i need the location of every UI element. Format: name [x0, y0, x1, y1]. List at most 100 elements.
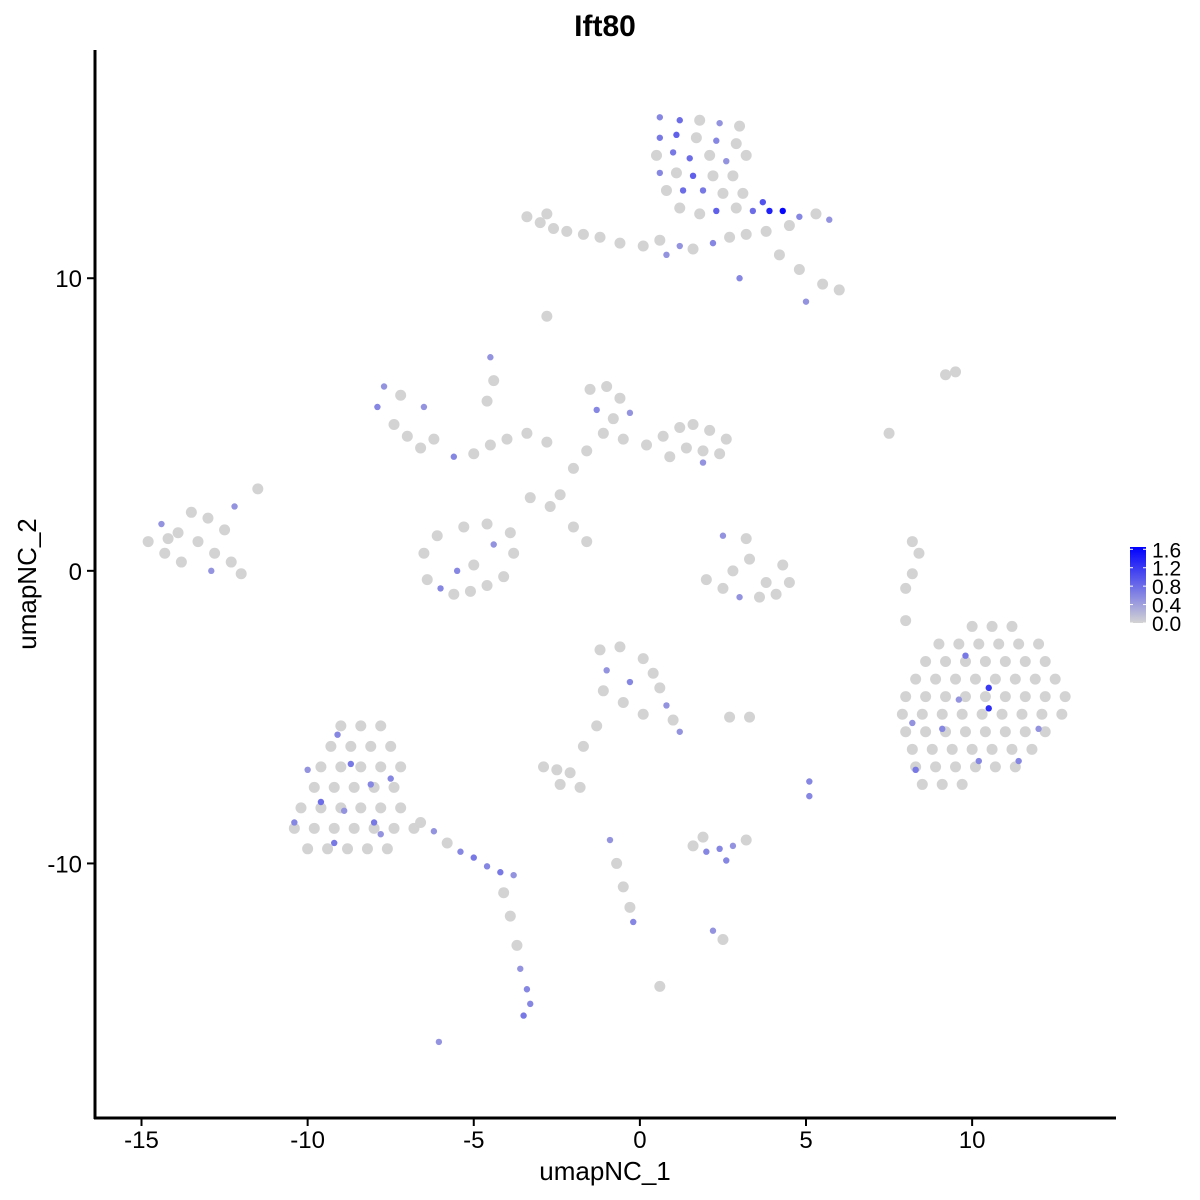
data-point — [481, 395, 493, 407]
data-point — [996, 708, 1008, 720]
data-point — [288, 822, 300, 834]
data-point — [979, 656, 991, 668]
data-point — [597, 685, 609, 697]
data-point — [208, 567, 215, 575]
data-point — [342, 843, 354, 855]
data-point — [304, 766, 311, 774]
data-point — [468, 559, 480, 571]
data-point — [368, 822, 380, 834]
data-point — [720, 433, 732, 445]
data-point — [729, 842, 737, 850]
x-tick-label: -10 — [290, 1127, 325, 1154]
y-tick-label: -10 — [47, 851, 82, 878]
data-point — [630, 918, 637, 926]
data-point — [626, 678, 634, 686]
data-point — [593, 406, 600, 414]
data-point — [976, 708, 988, 720]
data-point — [920, 691, 932, 703]
data-point — [308, 822, 320, 834]
data-point — [676, 728, 683, 735]
data-point — [162, 533, 174, 545]
data-point — [956, 778, 968, 790]
data-point — [415, 816, 427, 828]
data-point — [315, 802, 327, 814]
data-point — [723, 857, 730, 864]
data-point — [457, 848, 464, 855]
data-point — [959, 656, 971, 668]
data-point — [993, 638, 1005, 650]
data-point — [714, 448, 726, 460]
data-point — [175, 556, 187, 568]
data-point — [606, 836, 614, 844]
data-point — [508, 547, 520, 559]
data-point — [1039, 691, 1051, 703]
data-point — [985, 684, 992, 692]
data-point — [959, 726, 971, 738]
data-point — [723, 157, 730, 165]
data-point — [779, 207, 786, 215]
data-point — [348, 781, 360, 793]
data-point — [975, 757, 982, 765]
data-point — [581, 445, 593, 457]
data-point — [348, 822, 360, 834]
data-point — [561, 225, 573, 237]
data-point — [953, 638, 965, 650]
colorbar-label: 0.0 — [1152, 613, 1181, 636]
colorbar — [1130, 547, 1146, 623]
data-point — [614, 392, 626, 404]
data-point — [912, 766, 919, 774]
data-point — [415, 442, 427, 454]
data-point — [707, 170, 719, 182]
data-point — [697, 831, 709, 843]
data-point — [381, 843, 393, 855]
data-point — [345, 740, 357, 752]
data-point — [724, 711, 736, 723]
data-point — [1059, 691, 1071, 703]
colorbar-label: 0.8 — [1152, 576, 1181, 599]
data-point — [551, 764, 563, 776]
data-point — [219, 524, 231, 536]
data-point — [900, 691, 912, 703]
data-point — [355, 761, 367, 773]
data-point — [950, 761, 962, 773]
data-point — [159, 547, 171, 559]
data-point — [654, 234, 666, 246]
data-point — [498, 571, 510, 583]
data-point — [1006, 743, 1018, 755]
data-point — [793, 263, 805, 275]
data-point — [796, 213, 803, 220]
data-point — [577, 228, 589, 240]
data-point — [334, 731, 341, 738]
data-point — [664, 451, 676, 463]
data-point — [291, 819, 298, 826]
data-point — [637, 653, 649, 665]
data-point — [737, 187, 749, 199]
data-point — [1016, 708, 1028, 720]
chart-title: Ift80 — [574, 10, 636, 43]
data-point — [717, 582, 729, 594]
data-point — [340, 807, 348, 814]
data-point — [361, 843, 373, 855]
data-point — [736, 593, 743, 601]
data-point — [209, 547, 221, 559]
data-point — [517, 965, 524, 972]
data-point — [335, 761, 347, 773]
data-point — [1035, 725, 1042, 733]
data-point — [192, 536, 204, 548]
x-tick-label: 5 — [799, 1127, 812, 1154]
data-point — [760, 577, 772, 589]
data-point — [700, 574, 712, 586]
data-point — [962, 652, 969, 659]
data-point — [481, 518, 493, 530]
data-point — [1006, 620, 1018, 632]
data-point — [355, 802, 367, 814]
data-point — [395, 802, 407, 814]
data-point — [483, 863, 491, 870]
data-point — [999, 726, 1011, 738]
data-point — [806, 778, 813, 785]
data-point — [468, 448, 480, 460]
data-point — [487, 354, 494, 361]
data-point — [388, 781, 400, 793]
data-point — [906, 743, 918, 755]
data-point — [727, 170, 739, 182]
